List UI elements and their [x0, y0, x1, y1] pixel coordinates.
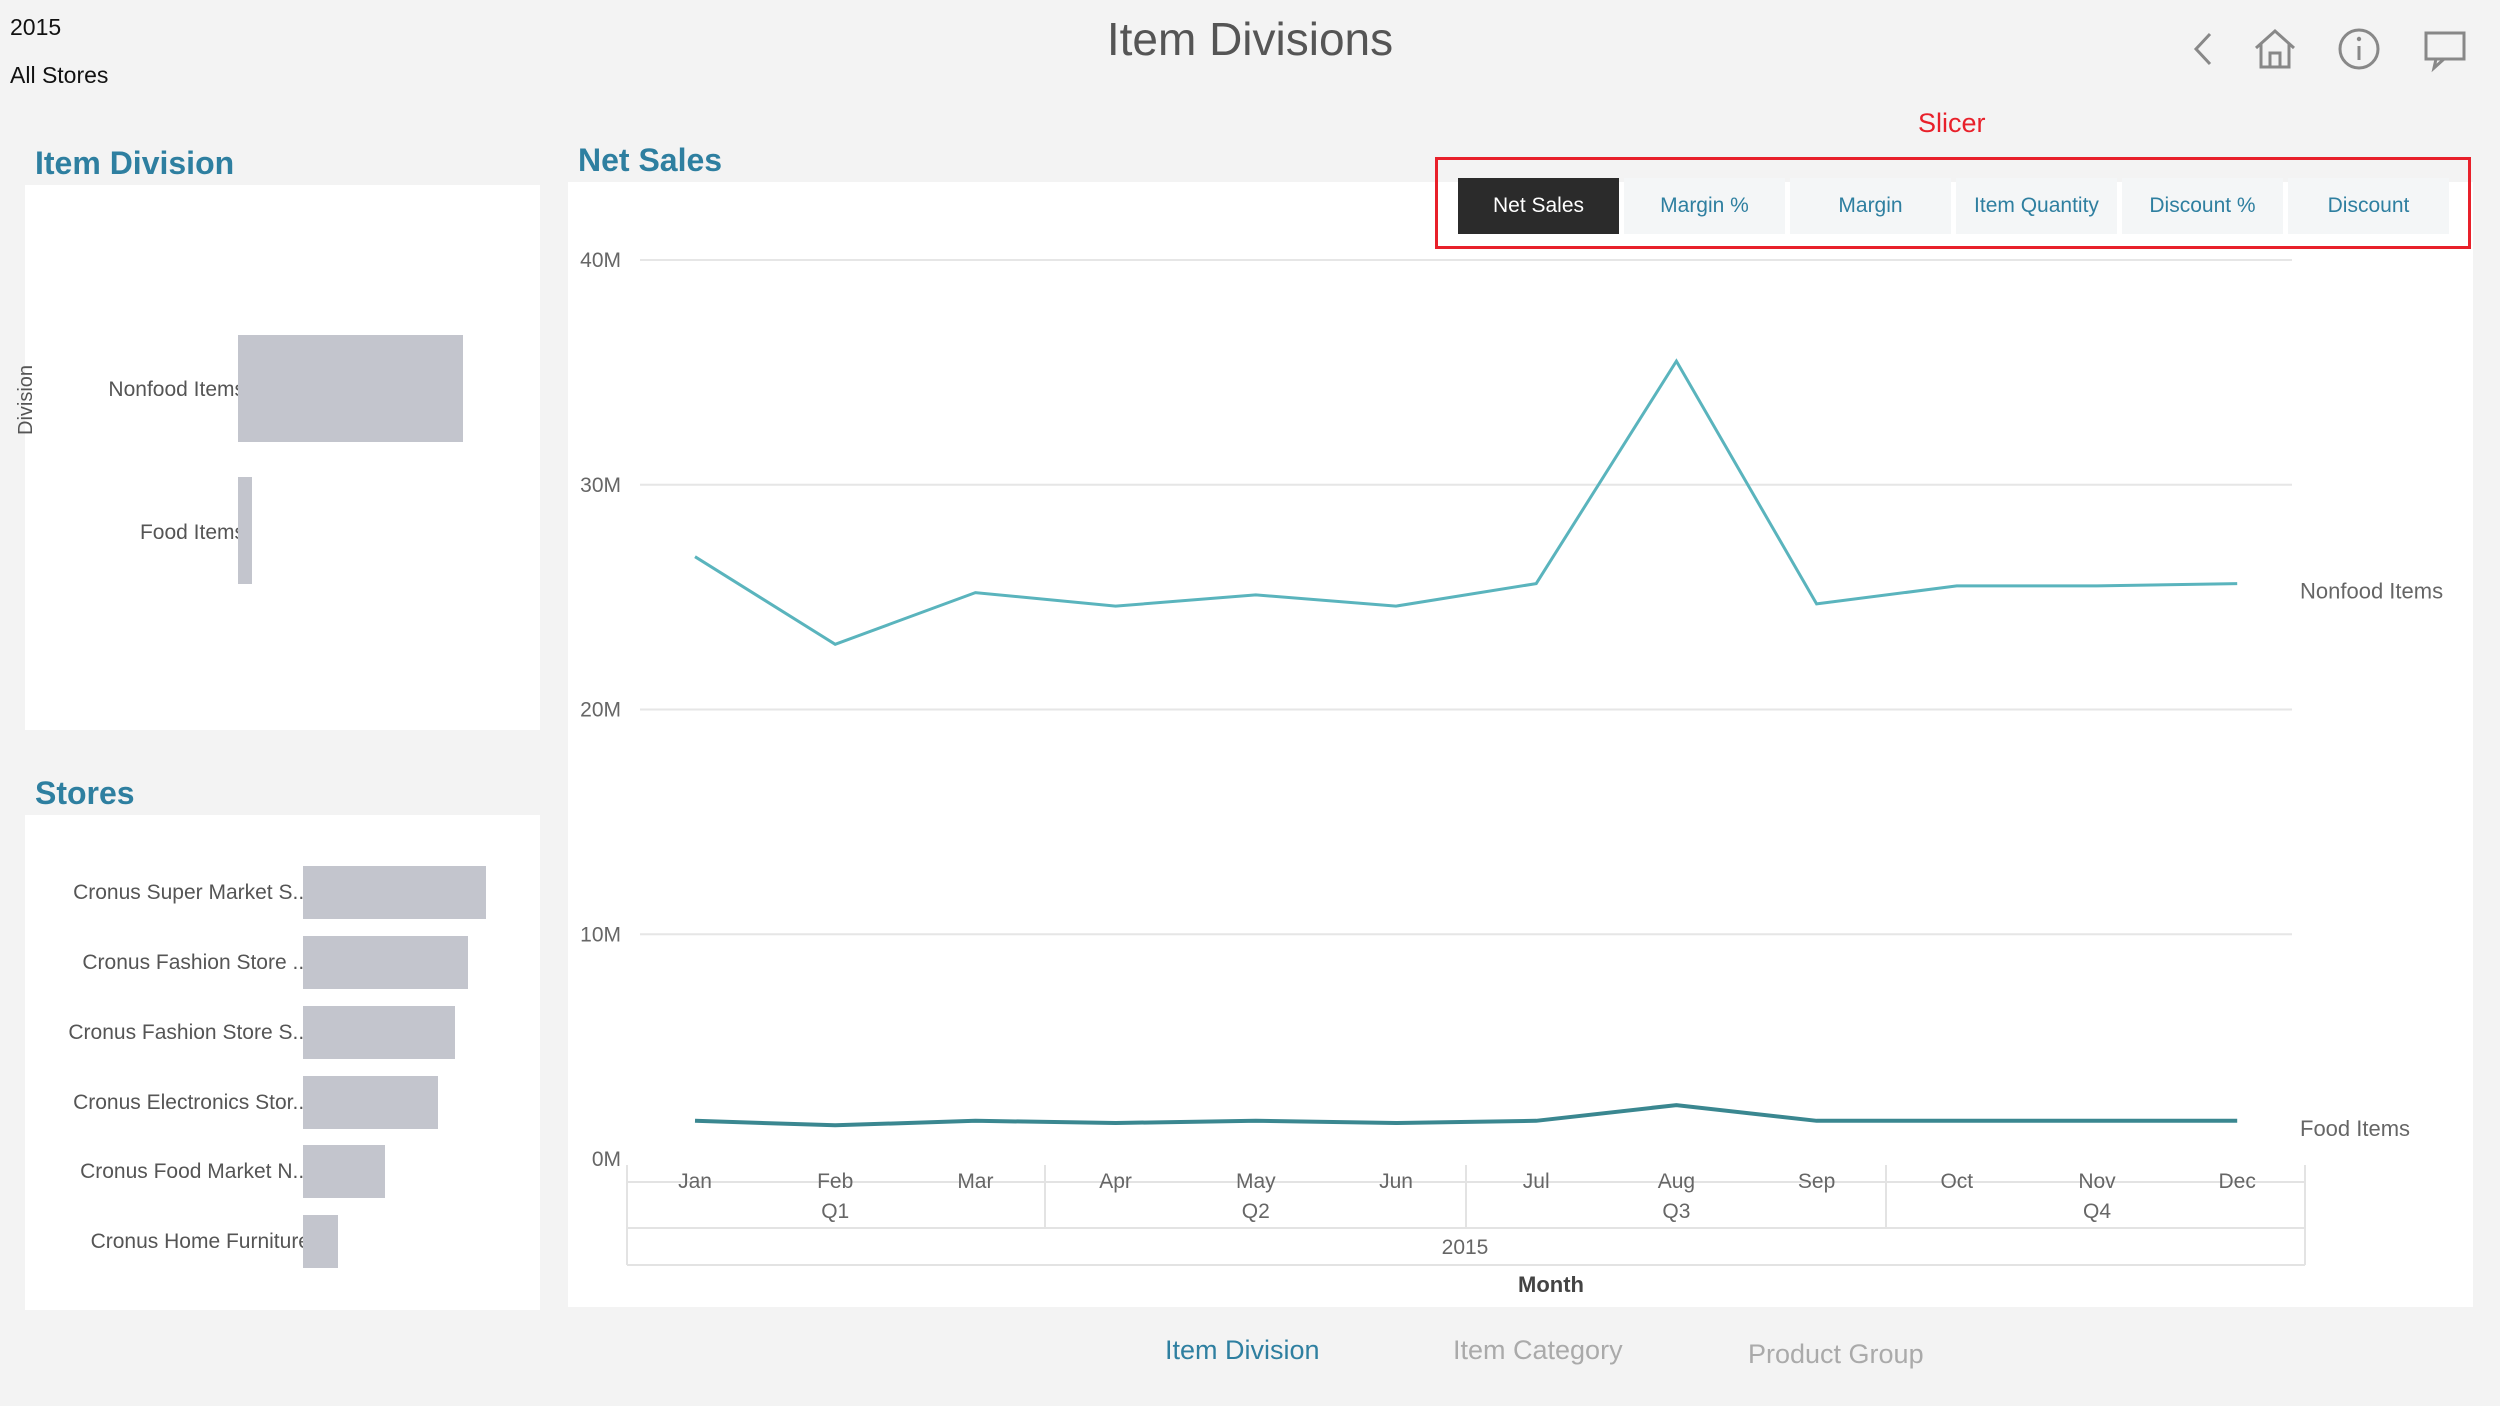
division-label-food: Food Items: [139, 521, 245, 544]
y-tick-label: 40M: [580, 249, 621, 272]
store-bar[interactable]: [303, 1006, 455, 1059]
x-tick-label: Oct: [1940, 1170, 1973, 1193]
x-tick-label: Sep: [1798, 1170, 1835, 1193]
x-tick-label: Dec: [2219, 1170, 2256, 1193]
quarter-label: Q2: [1242, 1200, 1270, 1223]
store-label: Cronus Electronics Stor...: [73, 1091, 310, 1114]
store-bar[interactable]: [303, 1076, 439, 1129]
store-bar[interactable]: [303, 1145, 386, 1198]
quarter-label: Q3: [1662, 1200, 1690, 1223]
slicer-annotation: Slicer: [1918, 108, 1986, 138]
division-bar-food[interactable]: [238, 477, 253, 584]
tab-item-category[interactable]: Item Category: [1453, 1335, 1623, 1365]
tab-item-division[interactable]: Item Division: [1165, 1335, 1320, 1365]
x-tick-label: Feb: [817, 1170, 853, 1193]
x-tick-label: Jul: [1523, 1170, 1550, 1193]
year-label: 2015: [1442, 1236, 1489, 1259]
y-tick-label: 30M: [580, 474, 621, 497]
stores-panel: Cronus Super Market S... Cronus Fashion …: [25, 815, 540, 1310]
x-tick-label: Apr: [1099, 1170, 1132, 1193]
store-label: Cronus Fashion Store ...: [82, 951, 310, 974]
slicer-highlight-box: [1435, 157, 2471, 249]
info-icon[interactable]: [2332, 22, 2386, 76]
quarter-label: Q4: [2083, 1200, 2111, 1223]
store-bar[interactable]: [303, 1215, 338, 1268]
x-tick-label: Jun: [1379, 1170, 1413, 1193]
x-tick-label: May: [1236, 1170, 1276, 1193]
y-tick-label: 10M: [580, 923, 621, 946]
store-label: Cronus Fashion Store S...: [68, 1021, 310, 1044]
stores-panel-title: Stores: [35, 775, 135, 811]
slicer-discount-percent-button[interactable]: Discount %: [2122, 178, 2283, 234]
item-division-panel: Division Nonfood Items Food Items: [15, 185, 540, 730]
x-tick-label: Jan: [678, 1170, 712, 1193]
series-end-label: Nonfood Items: [2300, 579, 2443, 604]
slicer-item-quantity-button[interactable]: Item Quantity: [1956, 178, 2117, 234]
comment-icon[interactable]: [2418, 22, 2472, 76]
year-filter-label: 2015: [10, 14, 62, 40]
store-bar[interactable]: [303, 866, 486, 919]
division-label-nonfood: Nonfood Items: [108, 378, 245, 401]
y-tick-label: 20M: [580, 699, 621, 722]
home-icon[interactable]: [2248, 22, 2302, 76]
series-end-label: Food Items: [2300, 1116, 2410, 1141]
y-tick-label: 0M: [592, 1148, 621, 1171]
series-line: [694, 358, 2238, 646]
back-icon[interactable]: [2178, 22, 2232, 76]
net-sales-panel-title: Net Sales: [578, 142, 723, 178]
store-label: Cronus Home Furniture: [90, 1230, 310, 1253]
store-bar[interactable]: [303, 936, 468, 989]
slicer-net-sales-button[interactable]: Net Sales: [1458, 178, 1619, 234]
x-axis-title: Month: [1518, 1272, 1584, 1297]
series-line: [694, 1103, 2238, 1128]
slicer-margin-button[interactable]: Margin: [1790, 178, 1951, 234]
item-division-panel-title: Item Division: [35, 145, 235, 181]
x-tick-label: Mar: [957, 1170, 993, 1193]
store-filter-label: All Stores: [10, 62, 109, 88]
x-tick-label: Nov: [2078, 1170, 2116, 1193]
division-bar-nonfood[interactable]: [238, 335, 463, 442]
slicer-margin-percent-button[interactable]: Margin %: [1624, 178, 1785, 234]
quarter-label: Q1: [821, 1200, 849, 1223]
tab-product-group[interactable]: Product Group: [1748, 1339, 1924, 1369]
x-tick-label: Aug: [1658, 1170, 1695, 1193]
store-label: Cronus Super Market S...: [73, 881, 310, 904]
page-title: Item Divisions: [1106, 13, 1394, 65]
store-label: Cronus Food Market N...: [80, 1160, 310, 1183]
slicer-discount-button[interactable]: Discount: [2288, 178, 2449, 234]
